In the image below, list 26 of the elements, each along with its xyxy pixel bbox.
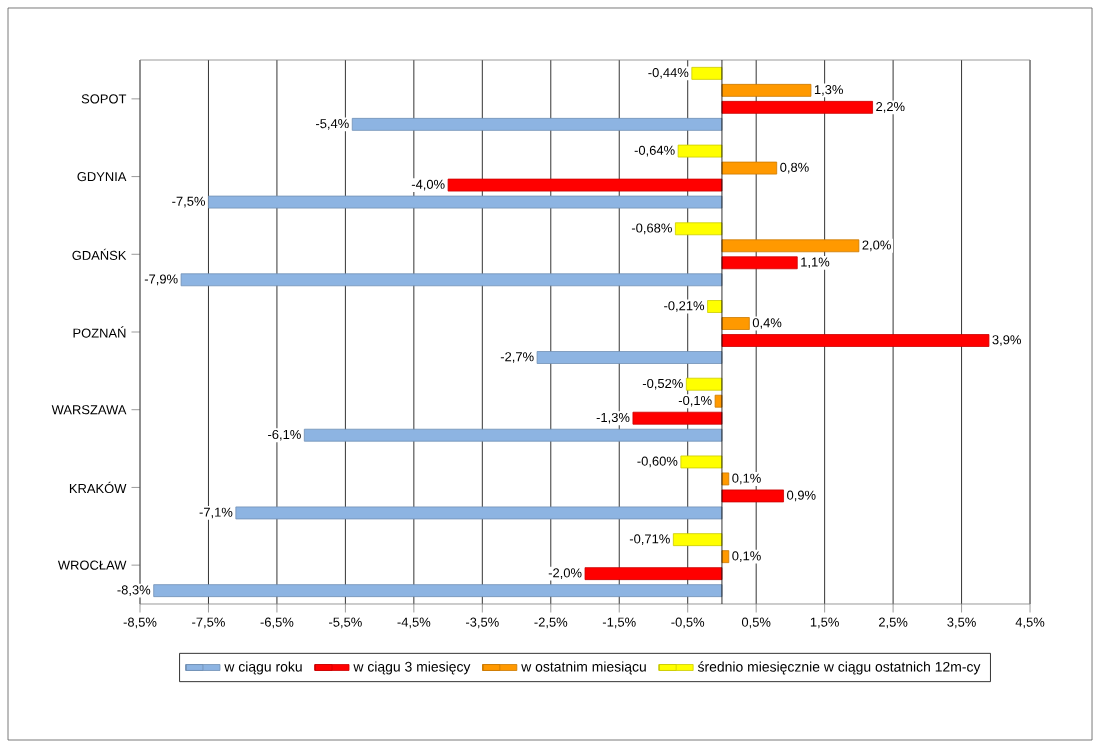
bar: [208, 195, 723, 209]
bar: [721, 239, 860, 253]
bar: [721, 83, 812, 97]
bar: [721, 334, 990, 347]
bar: [303, 428, 723, 442]
bar: [721, 256, 798, 270]
bar: [674, 222, 723, 236]
bar: [180, 273, 723, 287]
bar: [721, 100, 873, 114]
bar: [721, 489, 784, 503]
bar: [235, 506, 723, 520]
bar: [680, 455, 723, 469]
bar: [691, 66, 723, 80]
bar: [685, 377, 723, 391]
bar: [536, 351, 723, 364]
bar: [672, 533, 723, 547]
bar: [584, 567, 723, 581]
bar: [707, 300, 723, 313]
bar: [677, 144, 723, 158]
bar: [632, 411, 723, 425]
bar: [447, 178, 723, 192]
bar: [721, 161, 778, 175]
bar: [153, 584, 723, 598]
bar: [714, 394, 723, 408]
bar: [721, 317, 750, 330]
bar: [351, 117, 723, 131]
